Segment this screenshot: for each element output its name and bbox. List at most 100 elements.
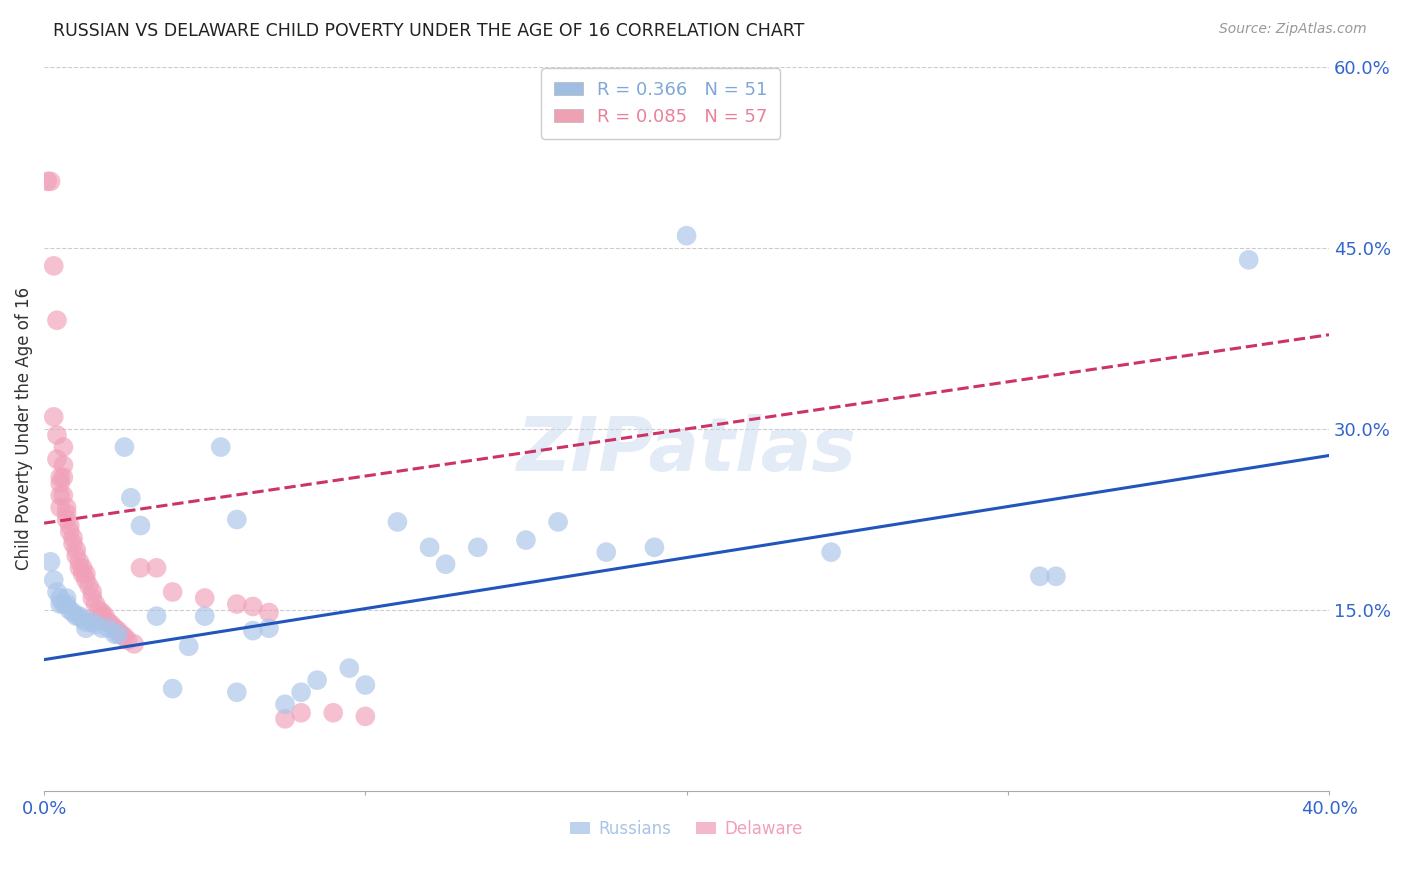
Point xyxy=(547,515,569,529)
Point xyxy=(75,615,97,630)
Point xyxy=(52,470,75,484)
Point xyxy=(354,678,377,692)
Point xyxy=(1029,569,1052,583)
Point xyxy=(75,621,97,635)
Legend: Russians, Delaware: Russians, Delaware xyxy=(564,814,810,845)
Point xyxy=(72,566,94,581)
Point xyxy=(354,709,377,723)
Point xyxy=(52,597,75,611)
Point xyxy=(1045,569,1067,583)
Point xyxy=(77,579,100,593)
Text: ZIPatlas: ZIPatlas xyxy=(516,414,856,487)
Point xyxy=(59,518,82,533)
Point xyxy=(65,549,87,563)
Point xyxy=(90,609,112,624)
Point xyxy=(55,500,77,515)
Point xyxy=(162,681,184,696)
Point xyxy=(257,606,280,620)
Point xyxy=(242,599,264,614)
Point xyxy=(37,174,59,188)
Point xyxy=(162,585,184,599)
Point xyxy=(107,627,129,641)
Point xyxy=(112,440,135,454)
Point xyxy=(225,597,247,611)
Point xyxy=(55,512,77,526)
Point xyxy=(59,524,82,539)
Point xyxy=(97,621,120,635)
Point xyxy=(145,609,167,624)
Point xyxy=(122,637,145,651)
Point xyxy=(49,488,72,502)
Text: RUSSIAN VS DELAWARE CHILD POVERTY UNDER THE AGE OF 16 CORRELATION CHART: RUSSIAN VS DELAWARE CHILD POVERTY UNDER … xyxy=(53,22,804,40)
Point xyxy=(69,561,91,575)
Point xyxy=(46,452,69,467)
Point xyxy=(104,627,127,641)
Point xyxy=(290,706,312,720)
Point xyxy=(290,685,312,699)
Point xyxy=(129,561,152,575)
Point xyxy=(820,545,842,559)
Point xyxy=(274,712,297,726)
Point xyxy=(434,558,457,572)
Point xyxy=(117,633,139,648)
Point xyxy=(177,640,200,654)
Point xyxy=(75,566,97,581)
Point xyxy=(46,585,69,599)
Point xyxy=(59,603,82,617)
Point xyxy=(90,606,112,620)
Point xyxy=(52,488,75,502)
Point xyxy=(52,440,75,454)
Point xyxy=(675,228,697,243)
Point xyxy=(1237,252,1260,267)
Point xyxy=(387,515,409,529)
Y-axis label: Child Poverty Under the Age of 16: Child Poverty Under the Age of 16 xyxy=(15,287,32,571)
Point xyxy=(52,458,75,472)
Point xyxy=(46,428,69,442)
Point xyxy=(49,500,72,515)
Point xyxy=(194,609,217,624)
Point xyxy=(94,609,117,624)
Point xyxy=(84,617,107,632)
Point xyxy=(84,597,107,611)
Point xyxy=(209,440,232,454)
Point xyxy=(46,313,69,327)
Point xyxy=(55,507,77,521)
Point xyxy=(515,533,537,547)
Point xyxy=(55,591,77,605)
Point xyxy=(87,603,110,617)
Point xyxy=(69,609,91,624)
Point xyxy=(62,531,84,545)
Point xyxy=(112,630,135,644)
Point xyxy=(307,673,329,688)
Point xyxy=(55,597,77,611)
Point xyxy=(129,518,152,533)
Point xyxy=(65,609,87,624)
Point xyxy=(145,561,167,575)
Point xyxy=(42,259,65,273)
Point xyxy=(65,542,87,557)
Point xyxy=(225,685,247,699)
Point xyxy=(107,624,129,638)
Point xyxy=(39,174,62,188)
Point xyxy=(104,621,127,635)
Point xyxy=(82,585,104,599)
Point xyxy=(62,537,84,551)
Point xyxy=(322,706,344,720)
Point xyxy=(72,561,94,575)
Point xyxy=(595,545,617,559)
Point xyxy=(90,621,112,635)
Text: Source: ZipAtlas.com: Source: ZipAtlas.com xyxy=(1219,22,1367,37)
Point xyxy=(419,541,441,555)
Point xyxy=(42,573,65,587)
Point xyxy=(49,591,72,605)
Point xyxy=(97,615,120,630)
Point xyxy=(225,512,247,526)
Point xyxy=(49,470,72,484)
Point xyxy=(72,611,94,625)
Point xyxy=(49,597,72,611)
Point xyxy=(42,409,65,424)
Point xyxy=(69,555,91,569)
Point xyxy=(62,606,84,620)
Point xyxy=(110,627,132,641)
Point xyxy=(82,615,104,630)
